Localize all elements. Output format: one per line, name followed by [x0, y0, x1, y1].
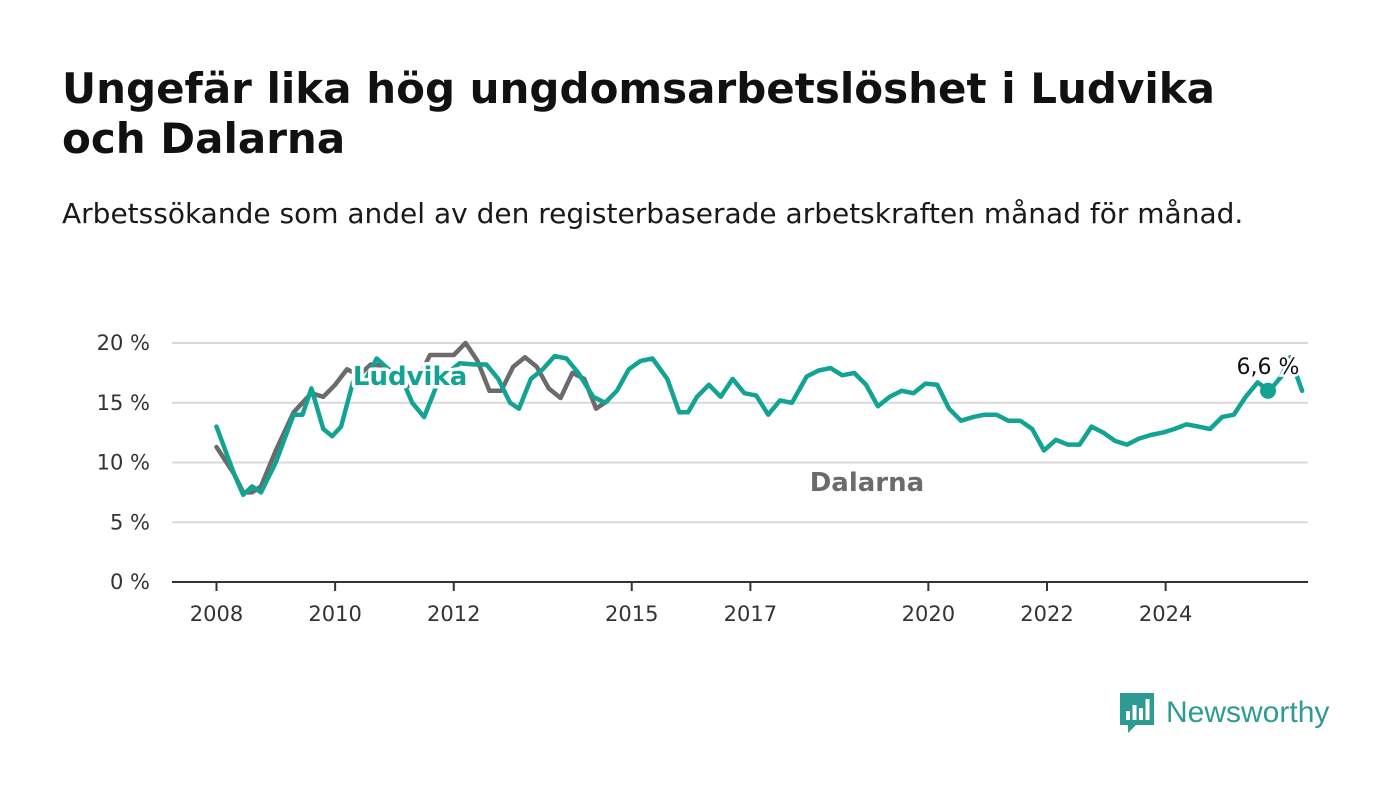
x-tick-label: 2022: [1020, 602, 1073, 626]
series-layer: [214, 340, 1305, 498]
y-tick-label: 0 %: [110, 570, 150, 594]
x-tick-label: 2020: [902, 602, 955, 626]
axis-layer: 0 % 5 % 10 % 15 % 20 % 2008 2010 2012 2015 2017 20…: [97, 331, 1308, 626]
bar-chart-bubble-icon: [1120, 693, 1154, 733]
series-line-dalarna: [214, 340, 611, 495]
end-value-label: 6,6 %: [1237, 355, 1300, 380]
x-tick-label: 2010: [308, 602, 361, 626]
series-line-ludvika: [214, 353, 1305, 498]
y-tick-label: 20 %: [97, 331, 150, 355]
y-tick-label: 5 %: [110, 510, 150, 534]
y-tick-label: 10 %: [97, 451, 150, 475]
series-label-dalarna: Dalarna: [810, 468, 924, 498]
brand-name: Newsworthy: [1166, 696, 1330, 729]
newsworthy-logo: Newsworthy: [1118, 690, 1329, 736]
x-tick-label: 2015: [605, 602, 658, 626]
end-point-marker: [1260, 382, 1276, 399]
x-tick-label: 2017: [724, 602, 777, 626]
y-tick-label: 15 %: [97, 391, 150, 415]
chart-title: Ungefär lika hög ungdomsarbetslöshet i L…: [62, 64, 1215, 163]
grid-layer: [172, 342, 1308, 524]
label-layer: Ludvika Dalarna 6,6 %: [349, 352, 1302, 501]
chart-subtitle: Arbetssökande som andel av den registerb…: [62, 197, 1244, 230]
x-tick-label: 2024: [1139, 602, 1192, 626]
x-tick-label: 2008: [190, 602, 243, 626]
series-label-ludvika: Ludvika: [353, 362, 467, 392]
x-tick-label: 2012: [427, 602, 480, 626]
